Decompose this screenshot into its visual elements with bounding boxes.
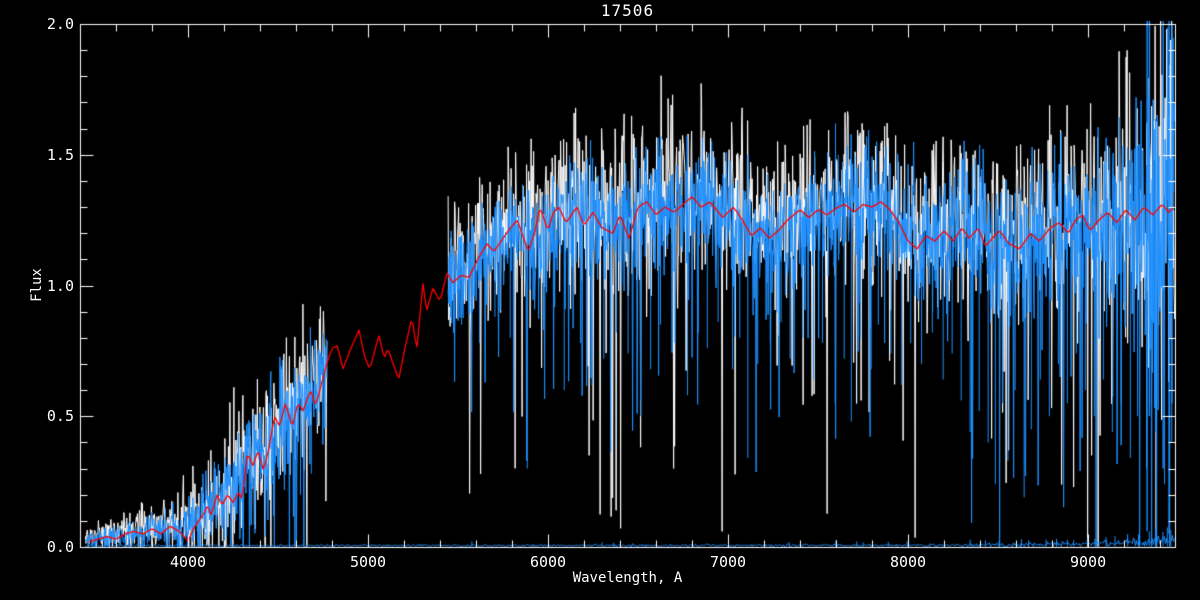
spectrum-viewer-window: 17506 Wavelength, A Flux 4000 5000 6000 700… — [0, 0, 1200, 600]
spectrum-plot-canvas — [0, 0, 1200, 600]
